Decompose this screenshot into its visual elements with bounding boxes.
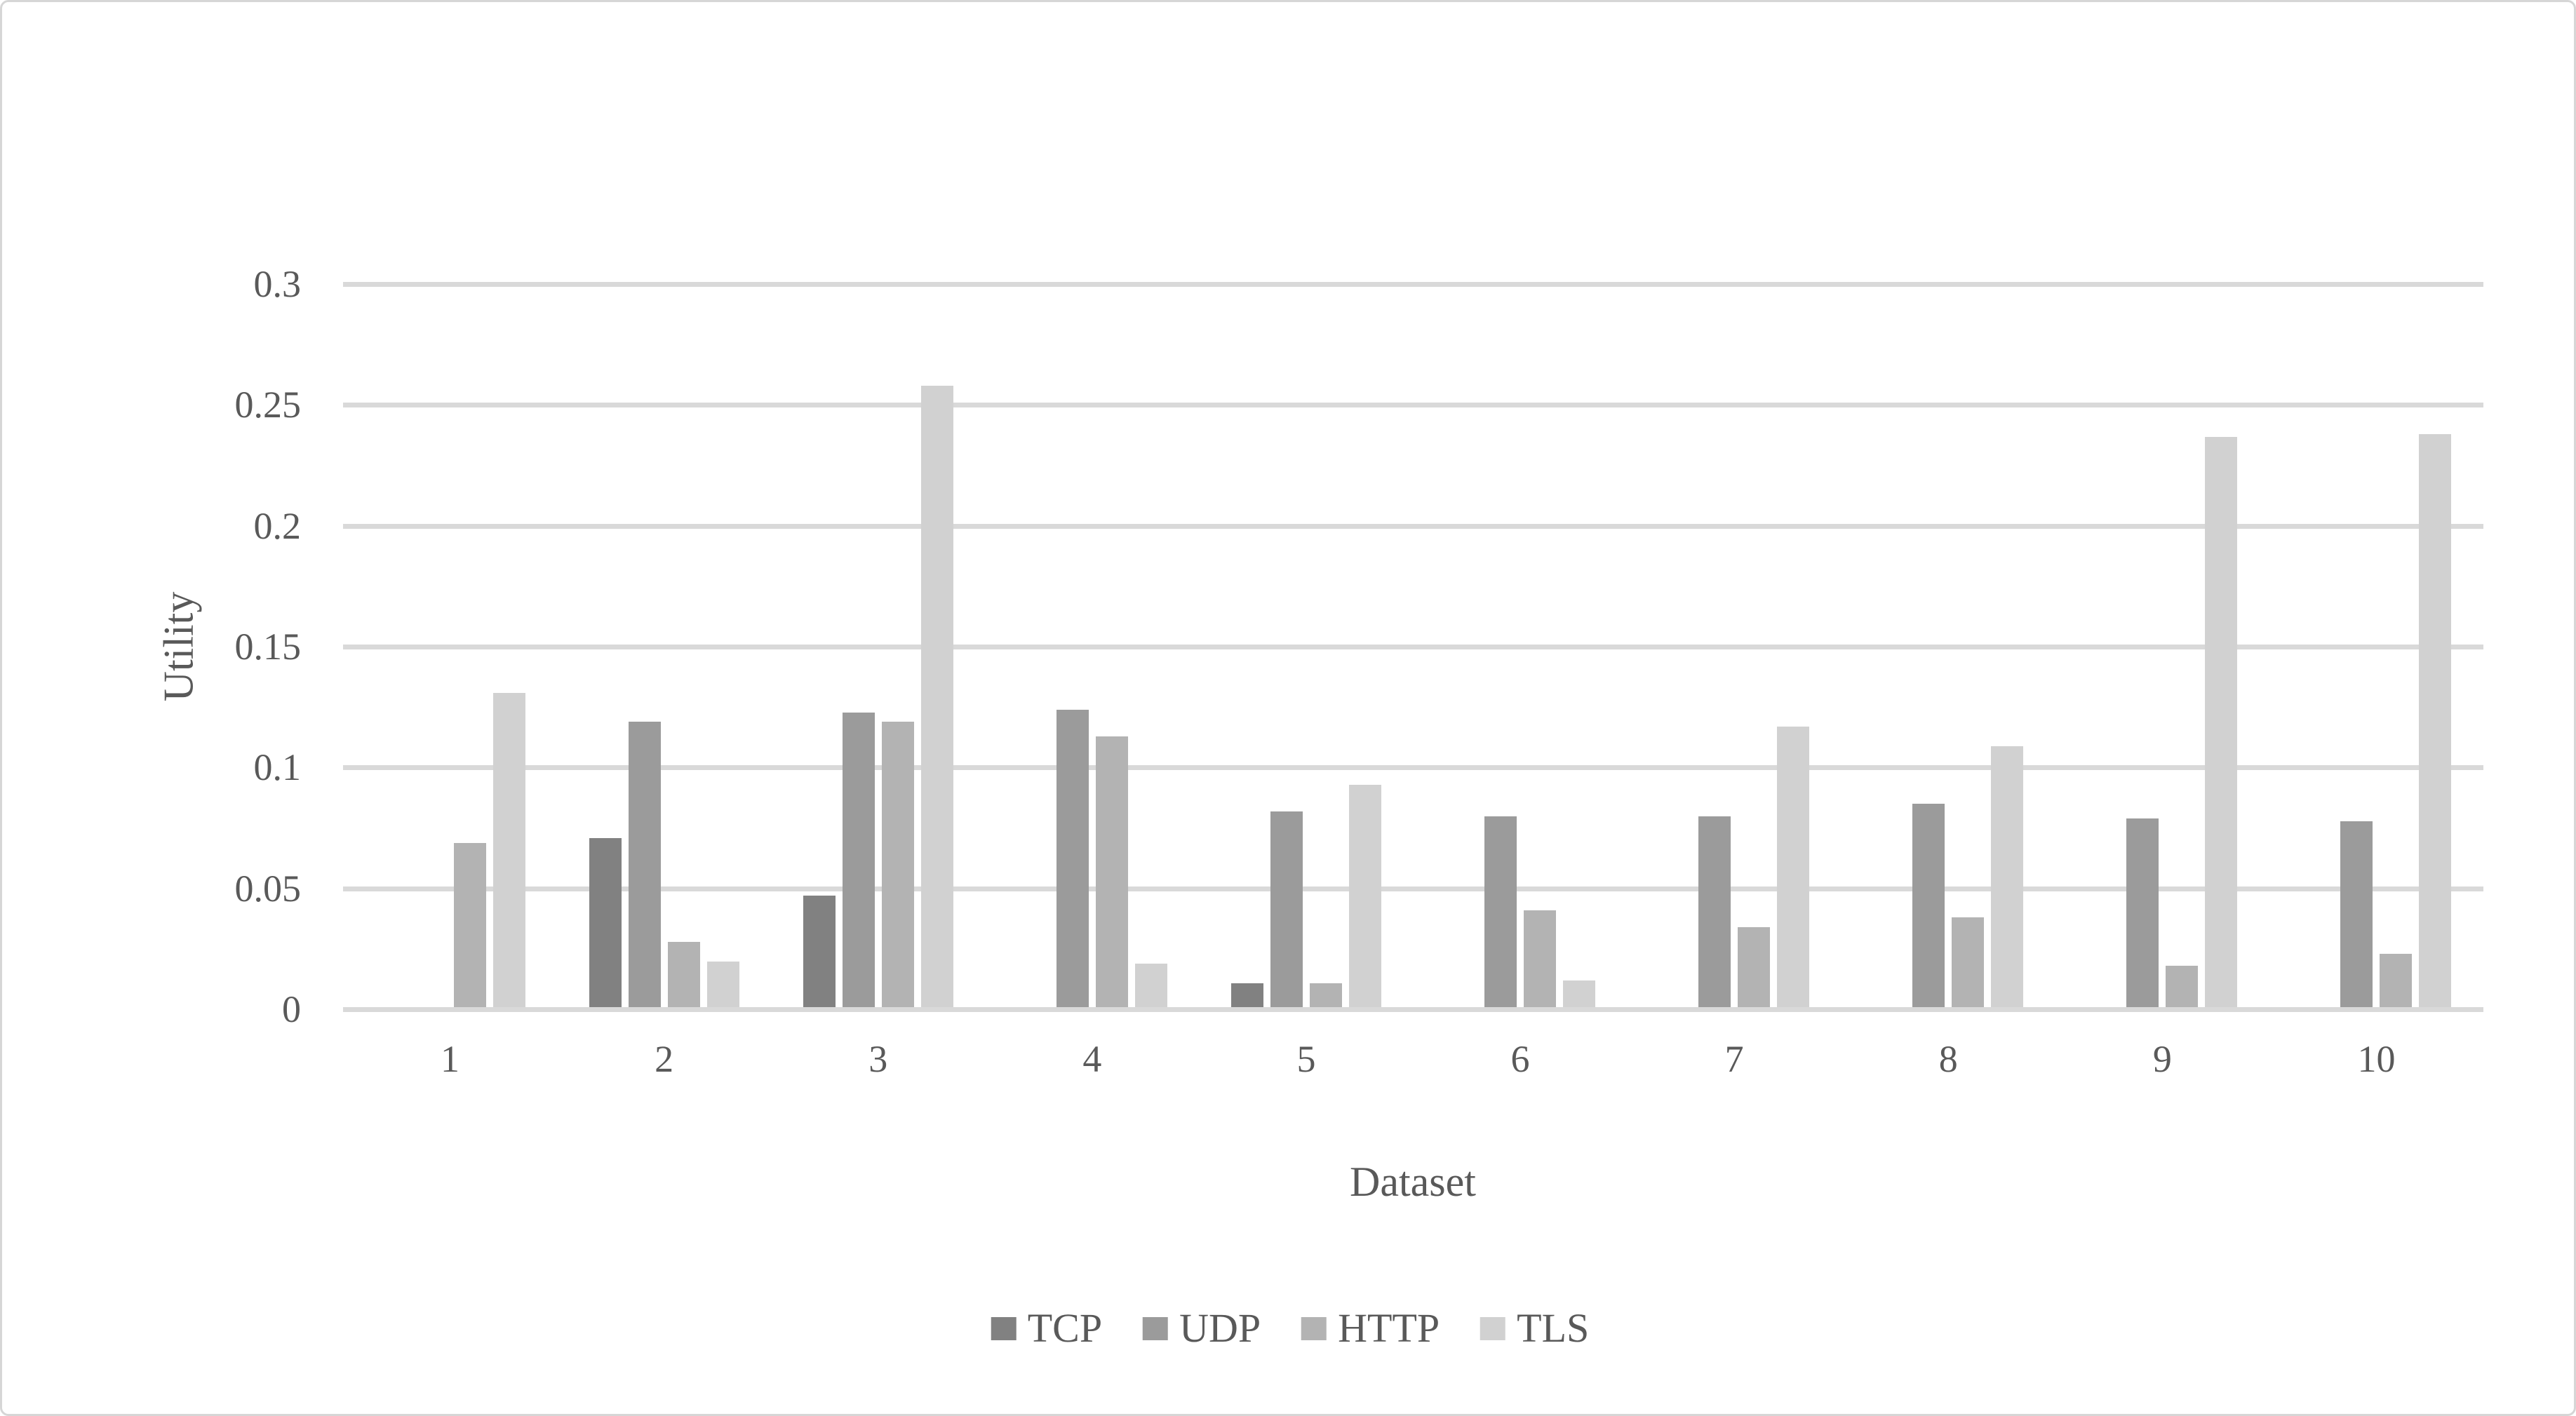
- legend-label-tcp: TCP: [1027, 1305, 1103, 1351]
- bar-tcp-dataset-3: [803, 896, 836, 1007]
- x-tick-label-4: 4: [1082, 1038, 1102, 1080]
- legend-label-http: HTTP: [1338, 1305, 1440, 1351]
- x-tick-label-7: 7: [1724, 1038, 1744, 1080]
- bar-http-dataset-8: [1952, 917, 1985, 1007]
- chart-legend: TCP UDP HTTP TLS: [991, 1308, 1589, 1349]
- x-tick-label-8: 8: [1938, 1038, 1958, 1080]
- bar-udp-dataset-8: [1912, 804, 1945, 1007]
- y-tick-label: 0.05: [234, 867, 302, 910]
- bar-tls-dataset-4: [1134, 963, 1167, 1007]
- gridline-y-0: [343, 1007, 2483, 1012]
- x-tick-label-5: 5: [1296, 1038, 1316, 1080]
- x-axis-title: Dataset: [1350, 1159, 1476, 1205]
- bar-udp-dataset-5: [1270, 811, 1303, 1007]
- y-tick-label: 0.15: [234, 626, 302, 668]
- legend-item-udp: UDP: [1143, 1308, 1261, 1349]
- bar-http-dataset-9: [2166, 966, 2199, 1007]
- gridline-y-0.05: [343, 886, 2483, 891]
- legend-swatch-http: [1301, 1316, 1327, 1340]
- bar-udp-dataset-2: [628, 722, 661, 1007]
- bar-http-dataset-4: [1095, 736, 1128, 1007]
- y-tick-label: 0.3: [253, 263, 302, 305]
- plot-area: [343, 282, 2483, 1012]
- x-tick-label-2: 2: [655, 1038, 674, 1080]
- gridline-y-0.3: [343, 282, 2483, 287]
- x-tick-label-9: 9: [2152, 1038, 2172, 1080]
- y-tick-label: 0.1: [253, 746, 302, 789]
- bar-tls-dataset-2: [706, 961, 739, 1007]
- bar-tls-dataset-3: [920, 386, 953, 1007]
- bar-http-dataset-6: [1524, 910, 1557, 1007]
- bar-tls-dataset-8: [1991, 746, 2024, 1007]
- gridline-y-0.15: [343, 645, 2483, 649]
- bar-tcp-dataset-5: [1230, 983, 1263, 1007]
- legend-item-tcp: TCP: [991, 1308, 1102, 1349]
- bar-tls-dataset-6: [1563, 980, 1596, 1007]
- gridline-y-0.2: [343, 523, 2483, 529]
- x-tick-label-1: 1: [441, 1038, 460, 1080]
- bar-tls-dataset-9: [2205, 436, 2238, 1007]
- legend-label-udp: UDP: [1179, 1305, 1261, 1351]
- bar-udp-dataset-4: [1056, 710, 1089, 1007]
- bar-udp-dataset-7: [1698, 816, 1731, 1007]
- legend-item-http: HTTP: [1301, 1308, 1440, 1349]
- legend-swatch-tcp: [991, 1316, 1017, 1340]
- bar-tls-dataset-7: [1777, 727, 1810, 1007]
- bar-udp-dataset-3: [842, 712, 875, 1007]
- legend-swatch-tls: [1480, 1316, 1506, 1340]
- bar-http-dataset-1: [453, 842, 486, 1007]
- bar-http-dataset-5: [1309, 983, 1342, 1007]
- gridline-y-0.1: [343, 765, 2483, 771]
- bar-udp-dataset-9: [2126, 818, 2159, 1007]
- y-tick-label: 0: [282, 988, 301, 1030]
- y-tick-label: 0.25: [234, 384, 302, 426]
- bar-http-dataset-7: [1738, 927, 1771, 1007]
- x-tick-label-10: 10: [2357, 1038, 2396, 1080]
- x-tick-label-6: 6: [1510, 1038, 1530, 1080]
- gridline-y-0.25: [343, 403, 2483, 408]
- legend-swatch-udp: [1143, 1316, 1169, 1340]
- bar-http-dataset-2: [667, 941, 700, 1007]
- bar-tcp-dataset-2: [589, 837, 622, 1007]
- bar-udp-dataset-10: [2340, 821, 2373, 1007]
- bar-tls-dataset-10: [2419, 434, 2452, 1007]
- bar-http-dataset-10: [2380, 954, 2413, 1007]
- bar-http-dataset-3: [881, 722, 914, 1007]
- bar-tls-dataset-1: [492, 692, 525, 1007]
- bar-udp-dataset-6: [1484, 816, 1517, 1007]
- legend-item-tls: TLS: [1480, 1308, 1589, 1349]
- legend-label-tls: TLS: [1517, 1305, 1590, 1351]
- y-tick-label: 0.2: [253, 504, 302, 547]
- x-tick-label-3: 3: [868, 1038, 888, 1080]
- bar-tls-dataset-5: [1348, 784, 1381, 1007]
